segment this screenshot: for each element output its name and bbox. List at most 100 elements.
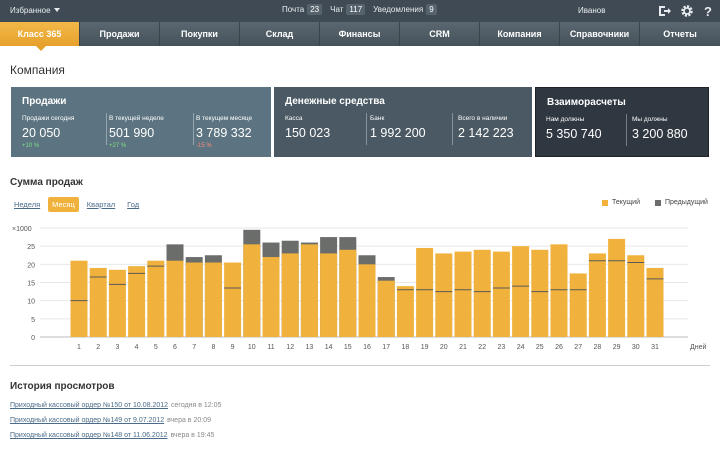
divider (193, 113, 194, 145)
chevron-down-icon (53, 8, 60, 12)
x-tick-label: 21 (459, 344, 467, 351)
bar-current (396, 286, 414, 337)
notifications-link[interactable]: Уведомления (373, 5, 424, 14)
x-tick-label: 4 (135, 344, 139, 351)
x-tick-label: 11 (267, 344, 274, 351)
history-link[interactable]: Приходный кассовый ордер №149 от 9.07.20… (10, 417, 165, 424)
x-tick-label: 30 (632, 344, 640, 351)
cash-total-label: Всего в наличии (458, 115, 508, 122)
user-name[interactable]: Иванов (578, 6, 606, 15)
history-item: Приходный кассовый ордер №148 от 11.06.2… (10, 430, 221, 445)
bar-current (454, 251, 472, 337)
x-tick-label: 20 (440, 344, 448, 351)
y-tick-label: 5 (31, 317, 35, 324)
bar-current (339, 249, 357, 337)
mail-count-badge: 23 (307, 4, 323, 15)
bar-current (608, 238, 626, 337)
period-selector: Неделя Месяц Квартал Год (10, 197, 147, 212)
divider (452, 113, 453, 145)
legend-previous: Предыдущий (655, 199, 708, 206)
gear-icon[interactable] (680, 4, 694, 18)
we-owe: Мы должны 3 200 880 (632, 116, 688, 141)
period-quarter[interactable]: Квартал (86, 200, 116, 209)
sales-card-title: Продажи (22, 96, 67, 107)
bar-current (550, 244, 568, 337)
settlements-card-title: Взаиморасчеты (547, 97, 626, 108)
we-owe-label: Мы должны (632, 116, 668, 123)
nav-tab-directories[interactable]: Справочники (560, 22, 640, 46)
bar-current (70, 260, 88, 337)
x-tick-label: 15 (344, 344, 352, 351)
period-week[interactable]: Неделя (14, 200, 41, 209)
help-icon[interactable]: ? (701, 4, 715, 19)
logout-icon[interactable] (657, 4, 671, 18)
cash-total: Всего в наличии 2 142 223 (458, 115, 514, 140)
cash-bank-value: 1 992 200 (370, 126, 426, 140)
x-unit-label: Дней (690, 343, 706, 351)
x-tick-label: 13 (306, 344, 314, 351)
cash-summary-card[interactable]: Денежные средства Касса 150 023 Банк 1 9… (274, 87, 532, 157)
bar-current (128, 266, 146, 337)
notifications-count-badge: 9 (426, 4, 437, 15)
x-tick-label: 1 (77, 344, 81, 351)
x-tick-label: 14 (325, 344, 333, 351)
history-link[interactable]: Приходный кассовый ордер №150 от 10.08.2… (10, 402, 169, 409)
history-time: вчера в 19:45 (170, 432, 215, 439)
x-tick-label: 18 (402, 344, 410, 351)
y-tick-label: 15 (27, 281, 35, 288)
sales-today-label: Продажи сегодня (22, 115, 75, 122)
sales-summary-card[interactable]: Продажи Продажи сегодня 20 050 +10 % В т… (11, 87, 271, 157)
owe-us-label: Нам должны (546, 116, 585, 123)
bar-current (204, 262, 222, 337)
nav-tab-purchases[interactable]: Покупки (160, 22, 240, 46)
nav-tab-reports[interactable]: Отчеты (663, 29, 697, 39)
nav-tab-company[interactable]: Компания (480, 22, 560, 46)
sales-month-value: 3 789 332 (196, 126, 252, 140)
bar-current (588, 253, 606, 337)
period-year[interactable]: Год (127, 200, 140, 209)
period-month[interactable]: Месяц (48, 197, 79, 212)
nav-tab-sales[interactable]: Продажи (80, 22, 160, 46)
sales-today-delta: +10 % (22, 143, 40, 149)
nav-tab-finance[interactable]: Финансы (320, 22, 400, 46)
x-tick-label: 7 (192, 344, 196, 351)
x-tick-label: 25 (536, 344, 544, 351)
nav-tab-crm[interactable]: CRM (400, 22, 480, 46)
page-title: Компания (10, 63, 65, 77)
mail-link[interactable]: Почта (282, 5, 305, 14)
sales-month: В текущем месяце 3 789 332 -15 % (196, 115, 252, 149)
legend-previous-label: Предыдущий (665, 199, 708, 206)
favorites-label: Избранное (10, 6, 51, 15)
x-tick-label: 27 (574, 344, 582, 351)
x-tick-label: 22 (478, 344, 486, 351)
bar-current (512, 246, 530, 337)
history-link[interactable]: Приходный кассовый ордер №148 от 11.06.2… (10, 432, 168, 439)
chat-link[interactable]: Чат (330, 5, 344, 14)
nav-tab-warehouse[interactable]: Склад (240, 22, 320, 46)
bar-current (185, 262, 203, 337)
divider (626, 114, 627, 146)
divider (106, 113, 107, 145)
bar-current (416, 247, 434, 337)
history-time: вчера в 20:09 (167, 417, 211, 424)
bar-current (166, 260, 184, 337)
bar-current (473, 249, 491, 337)
x-tick-label: 31 (651, 344, 659, 351)
sales-month-label: В текущем месяце (196, 115, 253, 122)
favorites-menu[interactable]: Избранное (10, 6, 60, 15)
bar-current (108, 269, 126, 337)
sales-week-label: В текущей неделе (109, 115, 164, 122)
bar-current (646, 267, 664, 337)
cash-bank-label: Банк (370, 115, 385, 122)
nav-tab-klass365[interactable]: Класс 365 (0, 22, 80, 51)
bar-current (243, 244, 261, 337)
bar-current (300, 244, 318, 337)
bar-current (627, 255, 645, 337)
chat-count-badge: 117 (346, 4, 366, 15)
cash-kassa-value: 150 023 (285, 126, 331, 140)
settlements-card[interactable]: Взаиморасчеты Нам должны 5 350 740 Мы до… (535, 87, 709, 157)
bar-current (377, 280, 395, 337)
x-tick-label: 23 (498, 344, 506, 351)
main-nav: Класс 365 Продажи Покупки Склад Финансы … (0, 22, 720, 51)
